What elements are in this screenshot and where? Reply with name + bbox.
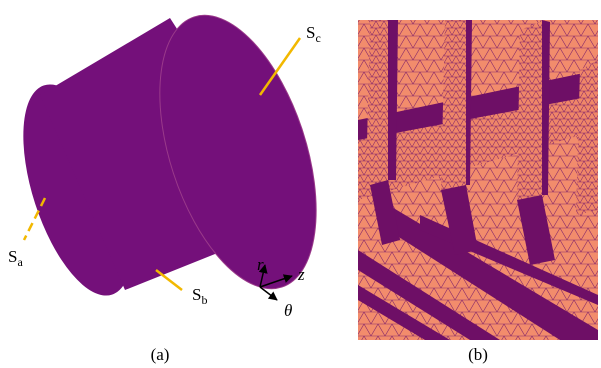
- caption: (a): [151, 345, 170, 364]
- axis-label: θ: [284, 301, 292, 320]
- axis-label: r: [257, 255, 264, 274]
- caption: (b): [468, 345, 488, 364]
- mesh-view: [358, 20, 598, 340]
- figure: Sc Sa Sb r z θ (a) (b): [0, 0, 601, 368]
- surface-label: Sb: [192, 285, 207, 307]
- axis-label: z: [297, 265, 305, 284]
- surface-label: Sa: [8, 247, 23, 269]
- surface-label: Sc: [306, 23, 321, 45]
